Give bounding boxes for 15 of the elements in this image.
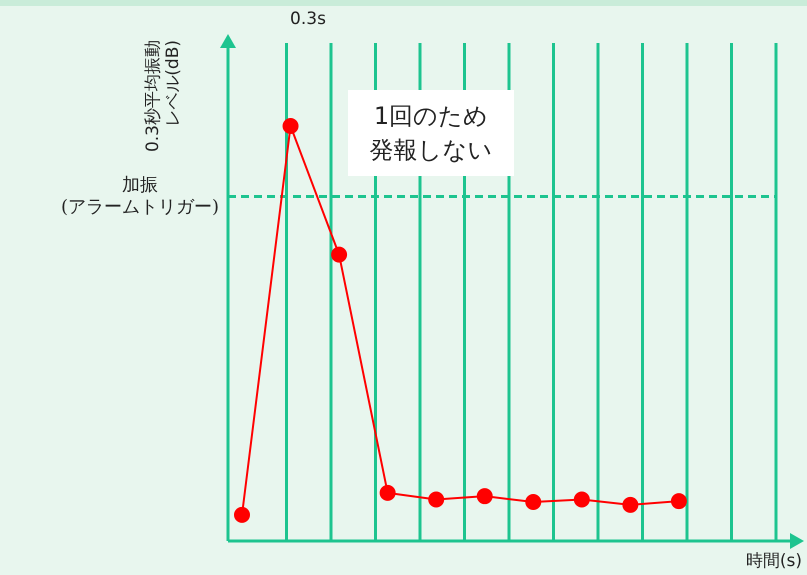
point — [428, 492, 444, 508]
point — [622, 496, 638, 513]
point — [234, 506, 250, 523]
point — [282, 118, 299, 134]
point — [525, 494, 542, 510]
point — [331, 246, 348, 263]
annotation: 1回のため発報しない — [370, 102, 492, 164]
text: 0.3s — [290, 9, 326, 29]
x-axis-title: 時間(s) — [746, 551, 802, 571]
y-axis-title: 0.3秒平均振動レベル(dB) — [143, 40, 183, 152]
point — [380, 484, 396, 501]
point — [476, 488, 493, 504]
ref-line-label: 加振 (アラームトリガー) — [60, 174, 220, 218]
point — [574, 492, 590, 508]
point — [670, 493, 687, 510]
